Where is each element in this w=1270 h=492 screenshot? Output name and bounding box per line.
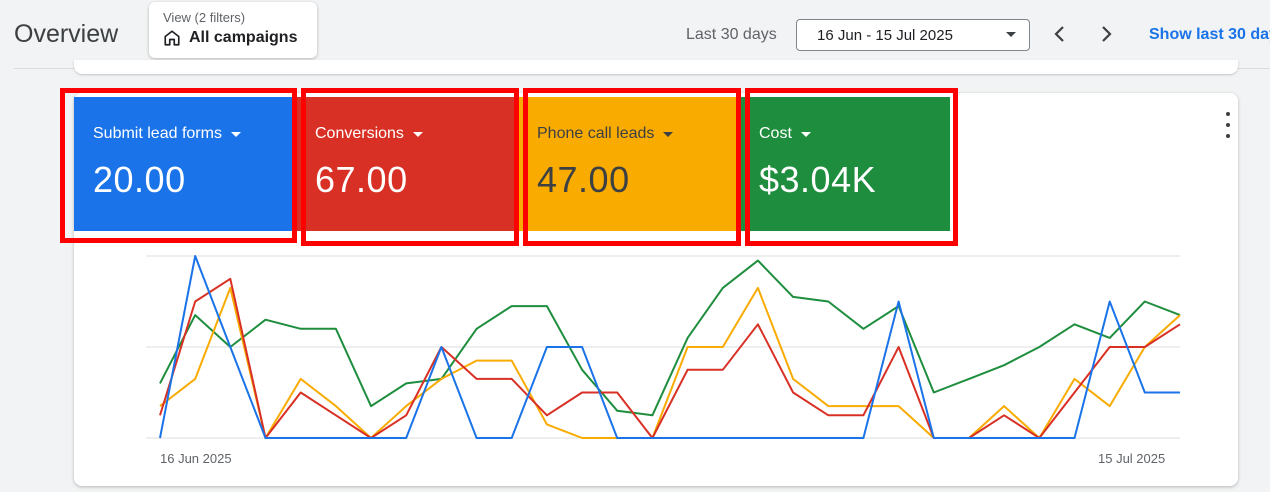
highlight-box	[523, 88, 741, 246]
home-icon	[164, 30, 180, 46]
next-period-button[interactable]	[1092, 20, 1120, 48]
filter-campaign-label: All campaigns	[189, 29, 298, 46]
chart-series-line-1	[159, 277, 1181, 439]
metric-conversions[interactable]: Conversions 67.00	[296, 97, 518, 231]
date-range-value: 16 Jun - 15 Jul 2025	[817, 26, 953, 44]
caret-down-icon	[230, 131, 241, 137]
previous-period-button[interactable]	[1046, 20, 1074, 48]
date-range-label: Last 30 days	[686, 26, 777, 43]
show-last-30-days-link[interactable]: Show last 30 days	[1149, 26, 1270, 43]
metric-submit-lead-forms[interactable]: Submit lead forms 20.00	[74, 97, 296, 231]
highlight-box	[301, 88, 519, 246]
highlight-box	[60, 88, 297, 243]
metric-value: 47.00	[537, 159, 630, 200]
x-axis-start-label: 16 Jun 2025	[160, 451, 232, 466]
x-axis-end-label: 15 Jul 2025	[1098, 451, 1166, 466]
metric-value: 20.00	[93, 159, 186, 200]
metric-cost[interactable]: Cost $3.04K	[740, 97, 950, 231]
page-title: Overview	[14, 20, 119, 48]
chevron-right-icon	[1102, 26, 1112, 42]
previous-card-edge	[74, 60, 1238, 74]
more-vert-dot	[1226, 123, 1230, 127]
highlight-box	[745, 88, 958, 246]
chart-series-line-3	[159, 259, 1181, 417]
metric-phone-call-leads[interactable]: Phone call leads 47.00	[518, 97, 740, 231]
metric-name: Phone call leads	[537, 125, 655, 142]
caret-down-icon	[800, 131, 811, 137]
chevron-left-icon	[1054, 26, 1064, 42]
metric-name: Cost	[759, 125, 792, 142]
date-range-select[interactable]: 16 Jun - 15 Jul 2025	[796, 19, 1030, 51]
metric-value: 67.00	[315, 159, 408, 200]
caret-down-icon	[412, 131, 423, 137]
chart-series-line-2	[159, 286, 1181, 439]
more-options-button[interactable]	[1216, 112, 1240, 138]
more-vert-dot	[1226, 134, 1230, 138]
metric-name: Submit lead forms	[93, 125, 222, 142]
filter-count-label: View (2 filters)	[163, 10, 246, 25]
caret-down-icon	[663, 131, 674, 137]
campaign-filter-chip[interactable]: View (2 filters) All campaigns	[149, 2, 317, 58]
dropdown-arrow-icon	[1006, 32, 1016, 37]
metric-value: $3.04K	[759, 159, 877, 200]
metric-name: Conversions	[315, 125, 404, 142]
chart-series-line-0	[159, 255, 1180, 439]
more-vert-icon	[1226, 112, 1230, 116]
